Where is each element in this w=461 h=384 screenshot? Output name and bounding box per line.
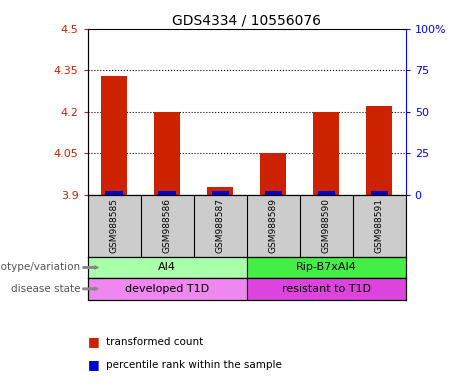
Bar <box>318 192 335 195</box>
Bar <box>101 76 127 195</box>
Text: genotype/variation: genotype/variation <box>0 262 81 273</box>
Text: ■: ■ <box>88 335 99 348</box>
Bar <box>265 192 282 195</box>
Bar <box>159 192 176 195</box>
Text: ■: ■ <box>88 358 99 371</box>
Bar <box>88 257 247 278</box>
Bar <box>154 112 180 195</box>
Bar <box>88 278 247 300</box>
Bar <box>260 154 286 195</box>
Bar <box>313 112 339 195</box>
Bar <box>212 192 229 195</box>
Bar <box>366 106 392 195</box>
Text: disease state: disease state <box>11 284 81 294</box>
Text: GSM988590: GSM988590 <box>322 199 331 253</box>
Bar <box>247 257 406 278</box>
Bar <box>207 187 233 195</box>
Text: AI4: AI4 <box>158 262 176 273</box>
Text: Rip-B7xAI4: Rip-B7xAI4 <box>296 262 357 273</box>
Bar <box>371 192 388 195</box>
Title: GDS4334 / 10556076: GDS4334 / 10556076 <box>172 14 321 28</box>
Text: GSM988585: GSM988585 <box>110 199 118 253</box>
Bar <box>247 278 406 300</box>
Text: resistant to T1D: resistant to T1D <box>282 284 371 294</box>
Text: transformed count: transformed count <box>106 337 203 347</box>
Text: GSM988589: GSM988589 <box>269 199 278 253</box>
Bar <box>106 192 123 195</box>
Text: developed T1D: developed T1D <box>125 284 209 294</box>
Text: GSM988586: GSM988586 <box>163 199 171 253</box>
Text: GSM988591: GSM988591 <box>375 199 384 253</box>
Text: percentile rank within the sample: percentile rank within the sample <box>106 360 282 370</box>
Text: GSM988587: GSM988587 <box>216 199 225 253</box>
